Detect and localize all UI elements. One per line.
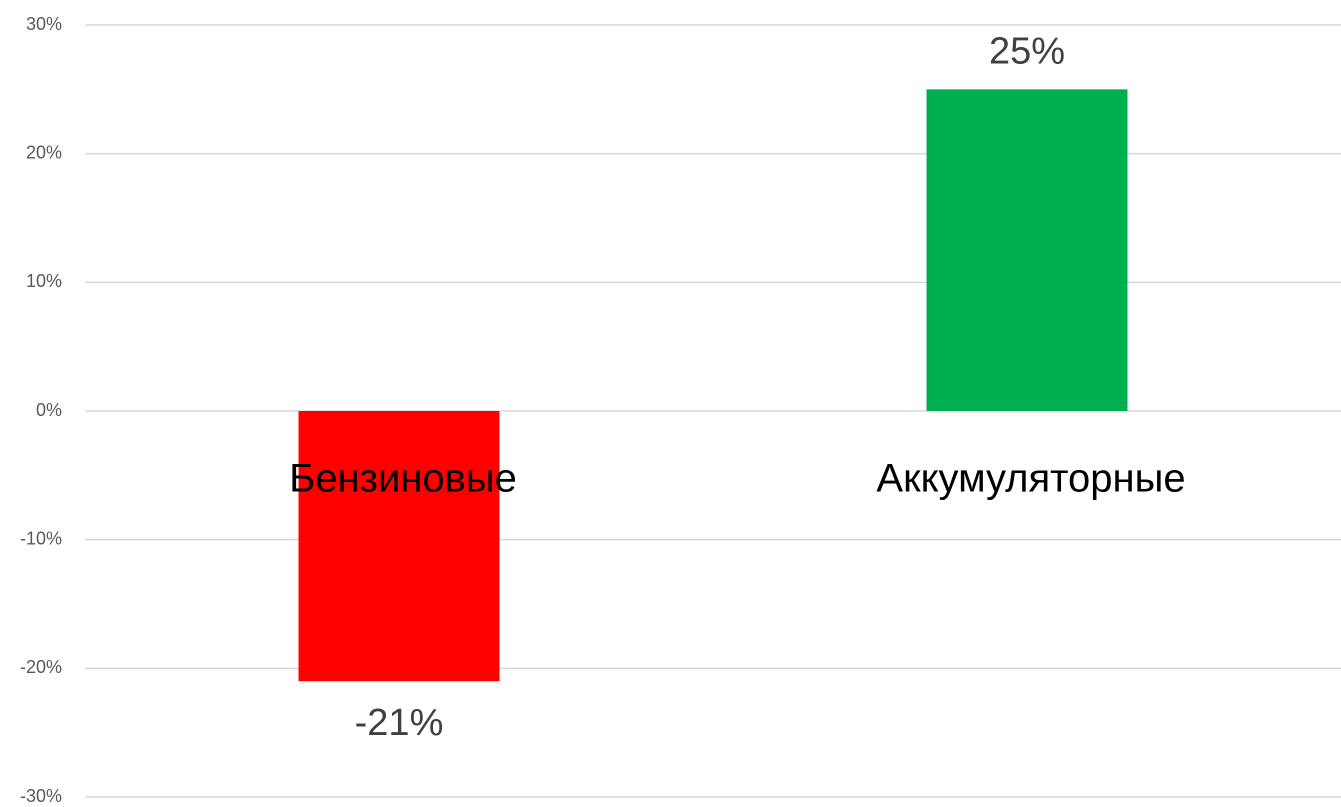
y-tick-label: 0% xyxy=(36,400,62,420)
y-tick-label: 10% xyxy=(26,271,62,291)
bar xyxy=(926,89,1128,411)
category-label: Аккумуляторные xyxy=(876,457,1185,501)
value-label: 25% xyxy=(989,30,1065,72)
y-tick-label: -10% xyxy=(20,528,62,548)
value-label: -21% xyxy=(355,702,444,744)
bar xyxy=(298,411,500,682)
y-tick-label: 30% xyxy=(26,14,62,34)
y-tick-label: -30% xyxy=(20,786,62,806)
y-tick-label: -20% xyxy=(20,657,62,677)
category-label: Бензиновые xyxy=(289,457,517,501)
y-tick-label: 20% xyxy=(26,142,62,162)
